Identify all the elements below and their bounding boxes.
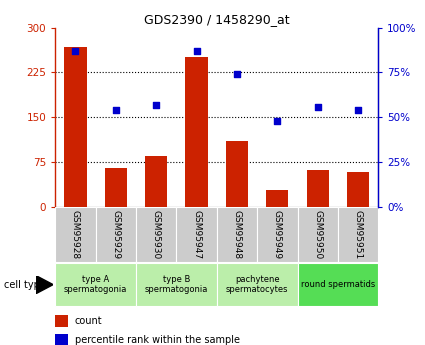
- Text: cell type: cell type: [4, 280, 46, 289]
- Bar: [347, 172, 369, 207]
- Bar: [266, 190, 289, 207]
- Text: GSM95951: GSM95951: [354, 210, 363, 259]
- Point: [193, 48, 200, 54]
- Text: GSM95928: GSM95928: [71, 210, 80, 259]
- Polygon shape: [36, 276, 53, 294]
- Bar: [55, 334, 68, 345]
- Text: GSM95949: GSM95949: [273, 210, 282, 259]
- Bar: [55, 315, 68, 327]
- Text: percentile rank within the sample: percentile rank within the sample: [75, 335, 240, 345]
- Bar: [306, 170, 329, 207]
- Point: [233, 71, 240, 77]
- Text: GSM95930: GSM95930: [152, 210, 161, 259]
- Bar: [185, 58, 208, 207]
- Bar: [298, 207, 338, 262]
- Bar: [226, 141, 248, 207]
- Text: type A
spermatogonia: type A spermatogonia: [64, 275, 128, 294]
- Point: [72, 48, 79, 54]
- Bar: [176, 207, 217, 262]
- Text: GSM95948: GSM95948: [232, 210, 241, 259]
- Point: [112, 107, 119, 113]
- Bar: [217, 207, 257, 262]
- Text: type B
spermatogonia: type B spermatogonia: [144, 275, 208, 294]
- Text: count: count: [75, 316, 102, 326]
- Point: [314, 104, 321, 109]
- Bar: [298, 263, 378, 306]
- Bar: [55, 207, 96, 262]
- Point: [153, 102, 159, 108]
- Bar: [55, 263, 136, 306]
- Bar: [145, 156, 167, 207]
- Bar: [257, 207, 298, 262]
- Bar: [338, 207, 378, 262]
- Point: [354, 107, 361, 113]
- Bar: [96, 207, 136, 262]
- Text: GSM95950: GSM95950: [313, 210, 322, 259]
- Bar: [64, 47, 87, 207]
- Text: GSM95947: GSM95947: [192, 210, 201, 259]
- Bar: [105, 168, 127, 207]
- Text: round spermatids: round spermatids: [301, 280, 375, 289]
- Text: pachytene
spermatocytes: pachytene spermatocytes: [226, 275, 289, 294]
- Title: GDS2390 / 1458290_at: GDS2390 / 1458290_at: [144, 13, 289, 27]
- Point: [274, 118, 280, 124]
- Bar: [136, 263, 217, 306]
- Bar: [136, 207, 176, 262]
- Bar: [217, 263, 298, 306]
- Text: GSM95929: GSM95929: [111, 210, 120, 259]
